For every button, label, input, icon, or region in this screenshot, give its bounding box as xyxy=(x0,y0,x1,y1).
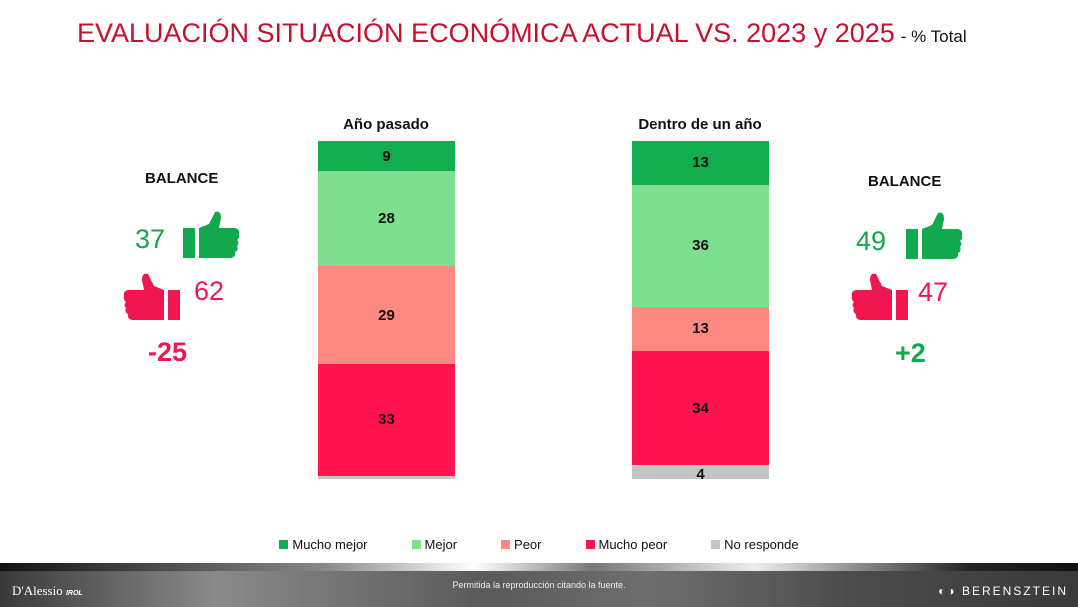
right-positive-value: 49 xyxy=(856,226,887,256)
data-label: 9 xyxy=(382,147,391,165)
left-negative-value: 62 xyxy=(194,276,225,306)
right-balance-value: +2 xyxy=(895,338,926,368)
stacked-bar-dentro-de-un-ano: 13 36 13 34 4 xyxy=(632,141,769,483)
legend-label: No responde xyxy=(724,537,799,552)
left-positive-value: 37 xyxy=(135,224,166,254)
bar-segment-mucho-mejor: 9 xyxy=(318,141,455,172)
data-label: 13 xyxy=(692,154,709,172)
irol-logo-text: IROL xyxy=(65,590,83,597)
thumbs-up-icon xyxy=(183,211,240,258)
footer-notice: Permitida la reproducción citando la fue… xyxy=(452,580,626,590)
data-label: 34 xyxy=(692,399,709,417)
bar-segment-mejor: 28 xyxy=(318,171,455,267)
legend-swatch xyxy=(585,540,595,549)
data-label: 4 xyxy=(696,465,705,483)
title-main: EVALUACIÓN SITUACIÓN ECONÓMICA ACTUAL VS… xyxy=(77,18,895,48)
data-label: 36 xyxy=(692,237,709,255)
data-label: 29 xyxy=(378,306,395,324)
bar-segment-no-responde: 4 xyxy=(632,465,769,483)
legend-item: Mucho peor xyxy=(585,537,668,552)
legend-swatch xyxy=(279,540,289,549)
berensztein-logo-text: BERENSZTEIN xyxy=(961,584,1068,598)
dalessio-logo: D'Alessio IROL xyxy=(12,583,83,599)
legend-label: Mucho peor xyxy=(598,537,668,552)
legend-item: Mucho mejor xyxy=(279,537,368,552)
dalessio-logo-text: D'Alessio xyxy=(12,583,63,598)
thumbs-down-icon xyxy=(851,273,908,320)
right-balance-label: BALANCE xyxy=(868,173,942,190)
legend-item: Mejor xyxy=(411,537,458,552)
legend-item: No responde xyxy=(711,537,799,552)
bar-segment-no-responde xyxy=(318,475,455,479)
legend-label: Mucho mejor xyxy=(292,537,368,552)
bar-segment-mejor: 36 xyxy=(632,184,769,307)
title-sub: - % Total xyxy=(900,27,967,46)
legend-label: Peor xyxy=(514,537,542,552)
left-balance-value: -25 xyxy=(148,337,188,367)
legend-swatch xyxy=(501,540,511,549)
bar-segment-peor: 29 xyxy=(318,266,455,365)
right-negative-value: 47 xyxy=(918,277,949,307)
bar-segment-mucho-peor: 34 xyxy=(632,350,769,466)
bar-segment-mucho-mejor: 13 xyxy=(632,141,769,185)
data-label: 28 xyxy=(378,210,395,228)
berensztein-logo: ◐◑ BERENSZTEIN xyxy=(938,584,1068,598)
page-title: EVALUACIÓN SITUACIÓN ECONÓMICA ACTUAL VS… xyxy=(77,18,967,49)
stacked-bar-ano-pasado: 9 28 29 33 xyxy=(318,141,455,479)
legend: Mucho mejor Mejor Peor Mucho peor No respond… xyxy=(0,537,1078,552)
left-balance-label: BALANCE xyxy=(145,170,219,187)
bar-segment-peor: 13 xyxy=(632,306,769,351)
legend-swatch xyxy=(411,540,421,549)
footer-divider xyxy=(0,563,1078,571)
thumbs-down-icon xyxy=(123,273,180,320)
thumbs-up-icon xyxy=(906,212,963,259)
bar-segment-mucho-peor: 33 xyxy=(318,364,455,476)
legend-swatch xyxy=(711,540,721,549)
bar-title-dentro-de-un-ano: Dentro de un año xyxy=(638,116,762,133)
data-label: 13 xyxy=(692,320,709,338)
data-label: 33 xyxy=(378,411,395,429)
legend-label: Mejor xyxy=(424,537,458,552)
bar-title-ano-pasado: Año pasado xyxy=(343,116,429,133)
legend-item: Peor xyxy=(501,537,542,552)
